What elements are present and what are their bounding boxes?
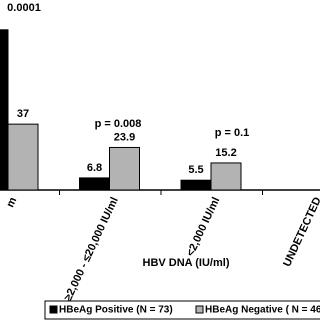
data-label: 5.5	[188, 164, 203, 176]
annotation: p = 0.008	[95, 118, 142, 130]
bar	[0, 29, 9, 191]
bar	[79, 177, 110, 191]
x-tick-label: <2,000 IU/ml	[184, 195, 222, 258]
legend-label: HBeAg Negative ( N = 46)	[205, 305, 320, 316]
x-tick-label: UNDETECTED	[281, 195, 320, 268]
data-label: 23.9	[114, 131, 135, 143]
bar	[7, 123, 39, 191]
bar	[210, 162, 242, 191]
x-axis-label: HBV DNA (IU/ml)	[143, 257, 230, 269]
legend-swatch	[195, 305, 204, 314]
data-label: 15.2	[215, 147, 236, 159]
annotation: p = 0.1	[215, 127, 250, 139]
data-label: 6.8	[87, 162, 102, 174]
legend-label: HBeAg Positive (N = 73)	[59, 305, 173, 316]
bar	[180, 179, 212, 191]
data-label: 37	[17, 108, 29, 120]
x-tick-label: m	[4, 195, 19, 209]
legend-box	[44, 300, 320, 320]
x-tick-label: ≥2,000 - ≤20,000 IU/ml	[62, 195, 121, 302]
bar	[109, 146, 140, 191]
annotation: 0.0001	[7, 2, 41, 14]
legend-swatch	[49, 305, 58, 314]
